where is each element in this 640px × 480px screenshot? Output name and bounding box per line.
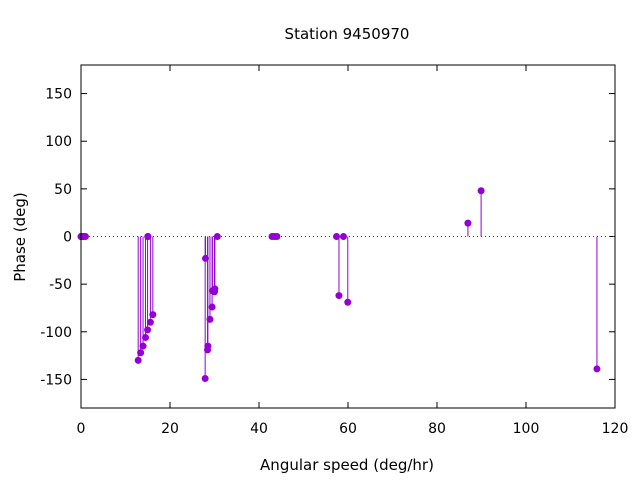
data-point — [142, 333, 150, 341]
y-tick-label: 0 — [63, 230, 72, 246]
data-point — [339, 233, 347, 240]
data-point — [213, 233, 221, 240]
data-point — [134, 356, 142, 364]
data-point — [477, 187, 485, 195]
data-point — [146, 318, 154, 326]
chart-title: Station 9450970 — [285, 25, 410, 43]
data-point — [344, 298, 352, 306]
data-point — [333, 233, 341, 240]
y-tick-label: -50 — [49, 277, 72, 293]
data-point — [137, 349, 145, 357]
y-axis-label: Phase (deg) — [11, 192, 29, 282]
x-axis-label: Angular speed (deg/hr) — [260, 456, 434, 474]
plot-frame — [80, 64, 616, 409]
data-point — [208, 303, 216, 311]
data-point — [593, 365, 601, 373]
x-tick-label: 100 — [513, 421, 540, 437]
data-point — [149, 311, 157, 319]
x-tick-label: 40 — [250, 421, 268, 437]
x-tick-label: 80 — [428, 421, 446, 437]
y-tick-label: -150 — [40, 372, 72, 388]
data-point — [335, 292, 343, 300]
data-point — [464, 219, 472, 227]
axis-ticks: 0 20 40 60 80 100 120 -150 -100 -50 0 50 100 150 — [40, 65, 628, 437]
data-point — [204, 342, 212, 350]
y-tick-label: 50 — [54, 182, 72, 198]
x-tick-label: 0 — [77, 421, 86, 437]
data-point — [211, 285, 219, 293]
data-point — [273, 233, 281, 240]
data-point — [144, 233, 152, 240]
data-marks — [77, 187, 601, 382]
data-point — [206, 315, 214, 323]
data-point — [144, 326, 152, 334]
y-tick-label: 100 — [45, 134, 72, 150]
y-tick-label: -100 — [40, 325, 72, 341]
x-tick-label: 120 — [602, 421, 629, 437]
data-point — [139, 342, 147, 350]
y-tick-label: 150 — [45, 87, 72, 103]
x-tick-label: 20 — [161, 421, 179, 437]
data-point — [81, 233, 89, 240]
data-point — [201, 374, 209, 382]
x-tick-label: 60 — [339, 421, 357, 437]
